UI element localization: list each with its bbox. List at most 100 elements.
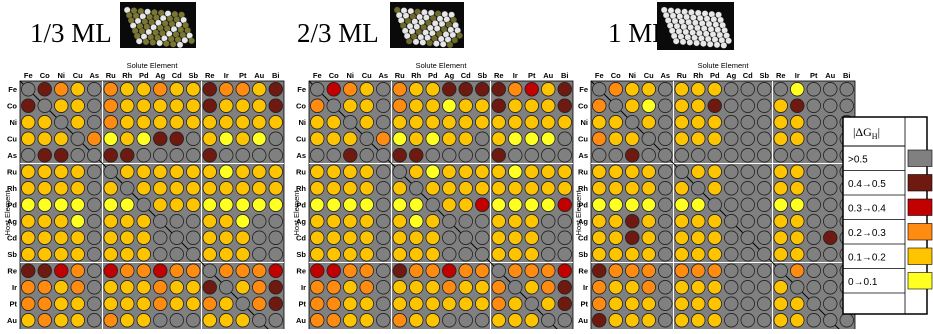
heatmap-cell	[773, 164, 788, 179]
atom-sphere	[149, 39, 157, 46]
row-label: Ir	[301, 283, 306, 292]
heatmap-cell	[310, 263, 325, 278]
heatmap-cell	[707, 131, 722, 146]
row-label: Cu	[296, 134, 306, 143]
heatmap-cell	[724, 115, 739, 130]
heatmap-cell	[326, 313, 341, 328]
heatmap-cell	[376, 82, 391, 97]
heatmap-cell	[790, 131, 805, 146]
heatmap-cell	[524, 181, 539, 196]
heatmap-cell	[70, 263, 85, 278]
heatmap-cell	[806, 313, 821, 328]
heatmap-cell	[87, 296, 102, 311]
heatmap-cell	[54, 181, 69, 196]
heatmap-cell	[823, 313, 838, 328]
heatmap-cell	[740, 296, 755, 311]
heatmap-cell	[202, 313, 217, 328]
heatmap-cell	[235, 82, 250, 97]
heatmap-cell	[740, 263, 755, 278]
heatmap-cell	[268, 296, 283, 311]
heatmap-cell	[169, 197, 184, 212]
heatmap-cell	[625, 263, 640, 278]
heatmap-cell	[524, 164, 539, 179]
legend-swatch	[907, 223, 933, 241]
heatmap-cell	[87, 115, 102, 130]
heatmap-cell	[392, 296, 407, 311]
x-axis-title: Solute Element	[416, 61, 468, 70]
heatmap-cell	[790, 247, 805, 262]
heatmap-cell	[219, 148, 234, 163]
heatmap-cell	[557, 313, 572, 328]
heatmap-cell	[592, 280, 607, 295]
heatmap-cell	[707, 82, 722, 97]
heatmap-cell	[326, 131, 341, 146]
heatmap-cell	[625, 230, 640, 245]
legend-swatch	[907, 198, 933, 216]
legend-swatch	[907, 174, 933, 192]
heatmap-cell	[508, 296, 523, 311]
heatmap-cell	[508, 131, 523, 146]
row-label: Ir	[583, 283, 588, 292]
heatmap-cell	[508, 214, 523, 229]
heatmap-cell	[37, 214, 52, 229]
row-label: Ni	[10, 118, 18, 127]
heatmap-cell	[724, 313, 739, 328]
heatmap-cell	[359, 263, 374, 278]
heatmap-cell	[202, 247, 217, 262]
heatmap-cell	[458, 131, 473, 146]
atom-sphere	[446, 41, 454, 49]
row-label: Cu	[578, 134, 588, 143]
column-label: Ag	[155, 71, 165, 80]
heatmap-cell	[491, 98, 506, 113]
heatmap-cell	[37, 131, 52, 146]
heatmap-cell	[790, 197, 805, 212]
legend-header-sub: H	[872, 132, 878, 141]
heatmap-cell	[252, 181, 267, 196]
heatmap-panel-3: Solute Element Host Element Fe Co Ni Cu As Ru Rh…	[574, 61, 856, 334]
heatmap-cell	[186, 82, 201, 97]
heatmap-cell	[359, 296, 374, 311]
atom-sphere	[412, 38, 420, 46]
heatmap-cell	[70, 98, 85, 113]
heatmap-cell	[508, 115, 523, 130]
heatmap-cell	[310, 131, 325, 146]
row-label: Pt	[10, 299, 18, 308]
heatmap-cell	[376, 214, 391, 229]
heatmap-cell	[508, 98, 523, 113]
heatmap-cell	[103, 148, 118, 163]
heatmap-cell	[120, 197, 135, 212]
heatmap-cell	[376, 115, 391, 130]
heatmap-cell	[268, 197, 283, 212]
heatmap-cell	[724, 214, 739, 229]
heatmap-cell	[823, 164, 838, 179]
heatmap-cell	[773, 296, 788, 311]
heatmap-cell	[425, 313, 440, 328]
heatmap-cell	[592, 82, 607, 97]
heatmap-cell	[491, 197, 506, 212]
heatmap-cell	[658, 181, 673, 196]
atom-sphere	[169, 40, 177, 48]
heatmap-cell	[625, 296, 640, 311]
heatmap-cell	[541, 230, 556, 245]
heatmap-cell	[21, 181, 36, 196]
heatmap-cell	[557, 214, 572, 229]
heatmap-cell	[806, 82, 821, 97]
heatmap-cell	[625, 197, 640, 212]
heatmap-cell	[475, 197, 490, 212]
heatmap-cell	[508, 280, 523, 295]
heatmap-cell	[268, 148, 283, 163]
row-label: Rh	[296, 184, 306, 193]
heatmap-cell	[37, 98, 52, 113]
heatmap-cell	[186, 197, 201, 212]
heatmap-cell	[658, 296, 673, 311]
heatmap-cell	[153, 82, 168, 97]
heatmap-cell	[608, 280, 623, 295]
atom-sphere	[163, 40, 170, 47]
heatmap-cell	[103, 263, 118, 278]
heatmap-cell	[409, 263, 424, 278]
atom-sphere	[419, 39, 427, 46]
heatmap-cell	[153, 280, 168, 295]
heatmap-cell	[674, 197, 689, 212]
heatmap-cell	[219, 313, 234, 328]
heatmap-cell	[343, 82, 358, 97]
